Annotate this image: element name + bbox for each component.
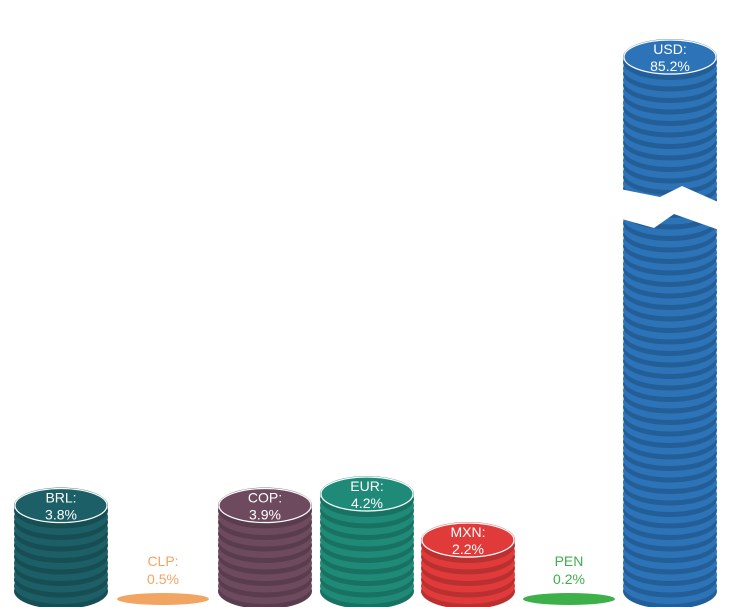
stack-clp: CLP: 0.5% <box>117 553 209 605</box>
label-cop-code: COP: <box>248 490 282 506</box>
stack-cop: COP:3.9% <box>218 487 312 607</box>
label-pen-code: PEN <box>555 553 584 569</box>
coin-pen <box>523 593 615 605</box>
stack-mxn: MXN:2.2% <box>421 522 515 607</box>
coin-top-eur <box>320 476 414 512</box>
label-mxn-value: 2.2% <box>452 541 484 557</box>
label-usd-value: 85.2% <box>650 58 690 74</box>
coin-top-cop <box>218 487 312 524</box>
stack-eur: EUR:4.2% <box>320 476 414 607</box>
label-eur-code: EUR: <box>350 478 383 494</box>
label-clp-code: CLP: <box>147 553 178 569</box>
stack-brl: BRL:3.8% <box>14 487 108 607</box>
coin-clp <box>117 593 209 605</box>
coin-top-mxn <box>421 522 515 558</box>
label-pen-value: 0.2% <box>553 571 585 587</box>
stack-pen: PEN 0.2% <box>523 553 615 605</box>
label-brl-value: 3.8% <box>45 507 77 523</box>
label-brl-code: BRL: <box>45 490 76 506</box>
label-eur-value: 4.2% <box>351 495 383 511</box>
stack-usd: USD:85.2% <box>590 39 735 607</box>
coin-top-brl <box>14 487 108 524</box>
label-cop-value: 3.9% <box>249 507 281 523</box>
coin-top-usd <box>623 39 717 75</box>
label-mxn-code: MXN: <box>451 524 486 540</box>
label-clp-value: 0.5% <box>147 571 179 587</box>
axis-break-usd <box>590 183 735 236</box>
label-usd-code: USD: <box>653 41 686 57</box>
